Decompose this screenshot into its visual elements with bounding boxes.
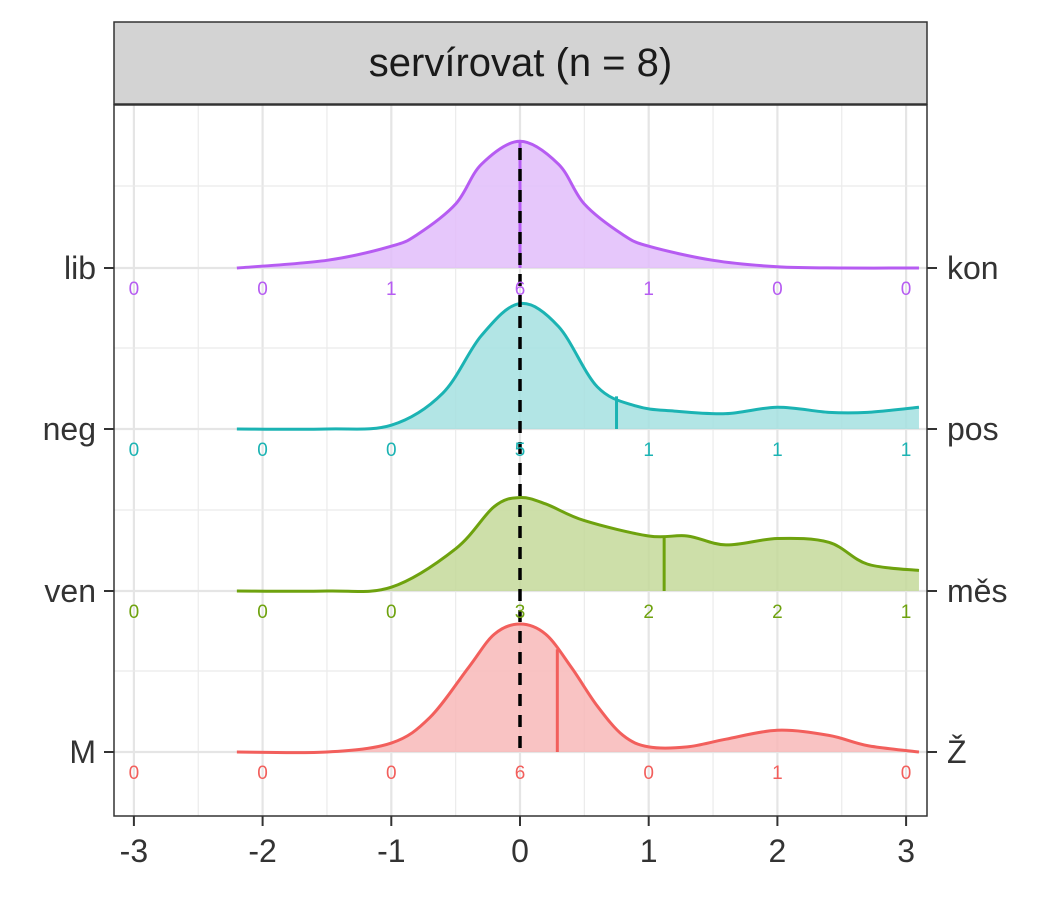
count-label: 0 [386,763,397,784]
count-label: 5 [515,440,526,461]
right-category-label: kon [947,250,999,286]
count-label: 0 [129,279,140,300]
x-tick-label: -2 [248,833,276,869]
count-label: 1 [901,602,912,623]
count-label: 0 [901,763,912,784]
count-label: 0 [772,279,783,300]
left-category-label: ven [44,573,96,609]
right-category-label: Ž [947,734,967,770]
count-label: 0 [257,763,268,784]
density-curve-M [236,622,920,755]
left-category-label: M [69,734,96,770]
density-curve-ven [236,496,920,593]
count-label: 1 [772,440,783,461]
left-category-label: lib [64,250,96,286]
count-label: 0 [643,763,654,784]
count-label: 6 [515,279,526,300]
right-category-label: měs [947,573,1007,609]
x-tick-label: 0 [511,833,529,869]
density-area-ven [236,497,919,592]
density-area-M [236,624,919,753]
right-category-label: pos [947,411,999,447]
count-label: 0 [386,602,397,623]
count-label: 1 [772,763,783,784]
x-tick-label: -1 [377,833,405,869]
x-tick-label: -3 [120,833,148,869]
density-curve-lib [236,139,919,270]
count-label: 0 [129,602,140,623]
x-tick-label: 1 [640,833,658,869]
count-label: 0 [129,763,140,784]
count-label: 1 [643,440,654,461]
count-label: 0 [257,440,268,461]
count-label: 2 [772,602,783,623]
count-label: 6 [515,763,526,784]
x-tick-label: 2 [769,833,787,869]
count-label: 0 [129,440,140,461]
count-label: 1 [643,279,654,300]
chart-title: servírovat (n = 8) [369,41,672,85]
count-label: 3 [515,602,526,623]
count-label: 1 [386,279,397,300]
count-label: 1 [901,440,912,461]
density-area-neg [236,303,919,430]
count-label: 0 [257,602,268,623]
density-area-lib [236,141,919,269]
strip-background [113,21,928,105]
count-label: 0 [386,440,397,461]
count-labels: 0 0 1 6 1 0 0 0 0 0 5 1 1 1 0 0 0 3 2 2 1 0 0 0 6 0 1 0 [129,279,912,784]
density-curve-neg [236,302,920,431]
ridge-layer [236,139,920,755]
x-tick-label: 3 [897,833,915,869]
count-label: 0 [901,279,912,300]
count-label: 2 [643,602,654,623]
left-category-label: neg [43,411,96,447]
count-label: 0 [257,279,268,300]
